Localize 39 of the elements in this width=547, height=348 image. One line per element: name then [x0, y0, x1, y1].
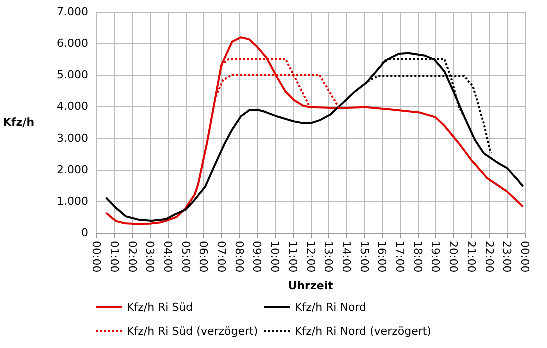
x-axis-title: Uhrzeit: [288, 280, 334, 293]
x-tick-label: 10:00: [268, 241, 282, 273]
y-tick-label: 6.000: [57, 37, 89, 50]
x-tick-label: 07:00: [215, 241, 228, 273]
x-tick-label: 09:00: [250, 241, 264, 273]
x-tick-label: 16:00: [376, 241, 389, 273]
x-tick-label: 23:00: [500, 241, 514, 273]
y-tick-label: 0: [82, 226, 89, 240]
x-tick-label: 13:00: [322, 241, 336, 273]
x-tick-label: 08:00: [232, 241, 246, 273]
x-tick-label: 04:00: [161, 241, 174, 273]
x-tick-label: 02:00: [126, 241, 139, 273]
x-tick-label: 00:00: [518, 241, 532, 273]
y-tick-label: 5.000: [57, 68, 89, 82]
legend-label: Kfz/h Ri Süd (verzögert): [127, 325, 258, 338]
y-tick-label: 3.000: [57, 132, 89, 145]
x-tick-label: 18:00: [411, 241, 424, 273]
x-tick-label: 14:00: [340, 241, 353, 273]
x-tick-label: 19:00: [429, 241, 442, 273]
x-tick-label: 20:00: [447, 241, 460, 273]
y-tick-label: 2.000: [57, 163, 89, 176]
y-tick-label: 4.000: [57, 100, 89, 114]
x-tick-label: 03:00: [144, 241, 157, 273]
x-tick-label: 11:00: [286, 241, 300, 273]
x-tick-label: 21:00: [464, 241, 478, 273]
y-axis-title: Kfz/h: [3, 116, 35, 129]
x-tick-label: 12:00: [304, 241, 318, 273]
x-tick-label: 22:00: [482, 241, 496, 273]
y-tick-label: 7.000: [57, 6, 89, 18]
x-tick-label: 01:00: [108, 241, 121, 273]
legend-label: Kfz/h Ri Nord: [295, 301, 366, 314]
x-tick-label: 05:00: [179, 241, 192, 273]
x-tick-label: 17:00: [394, 241, 407, 273]
x-tick-label: 15:00: [358, 241, 371, 273]
legend-label: Kfz/h Ri Süd: [127, 301, 194, 314]
y-tick-label: 1.000: [57, 194, 89, 208]
x-tick-label: 06:00: [197, 241, 210, 273]
legend-label: Kfz/h Ri Nord (verzögert): [295, 325, 432, 338]
x-tick-label: 00:00: [90, 241, 104, 273]
